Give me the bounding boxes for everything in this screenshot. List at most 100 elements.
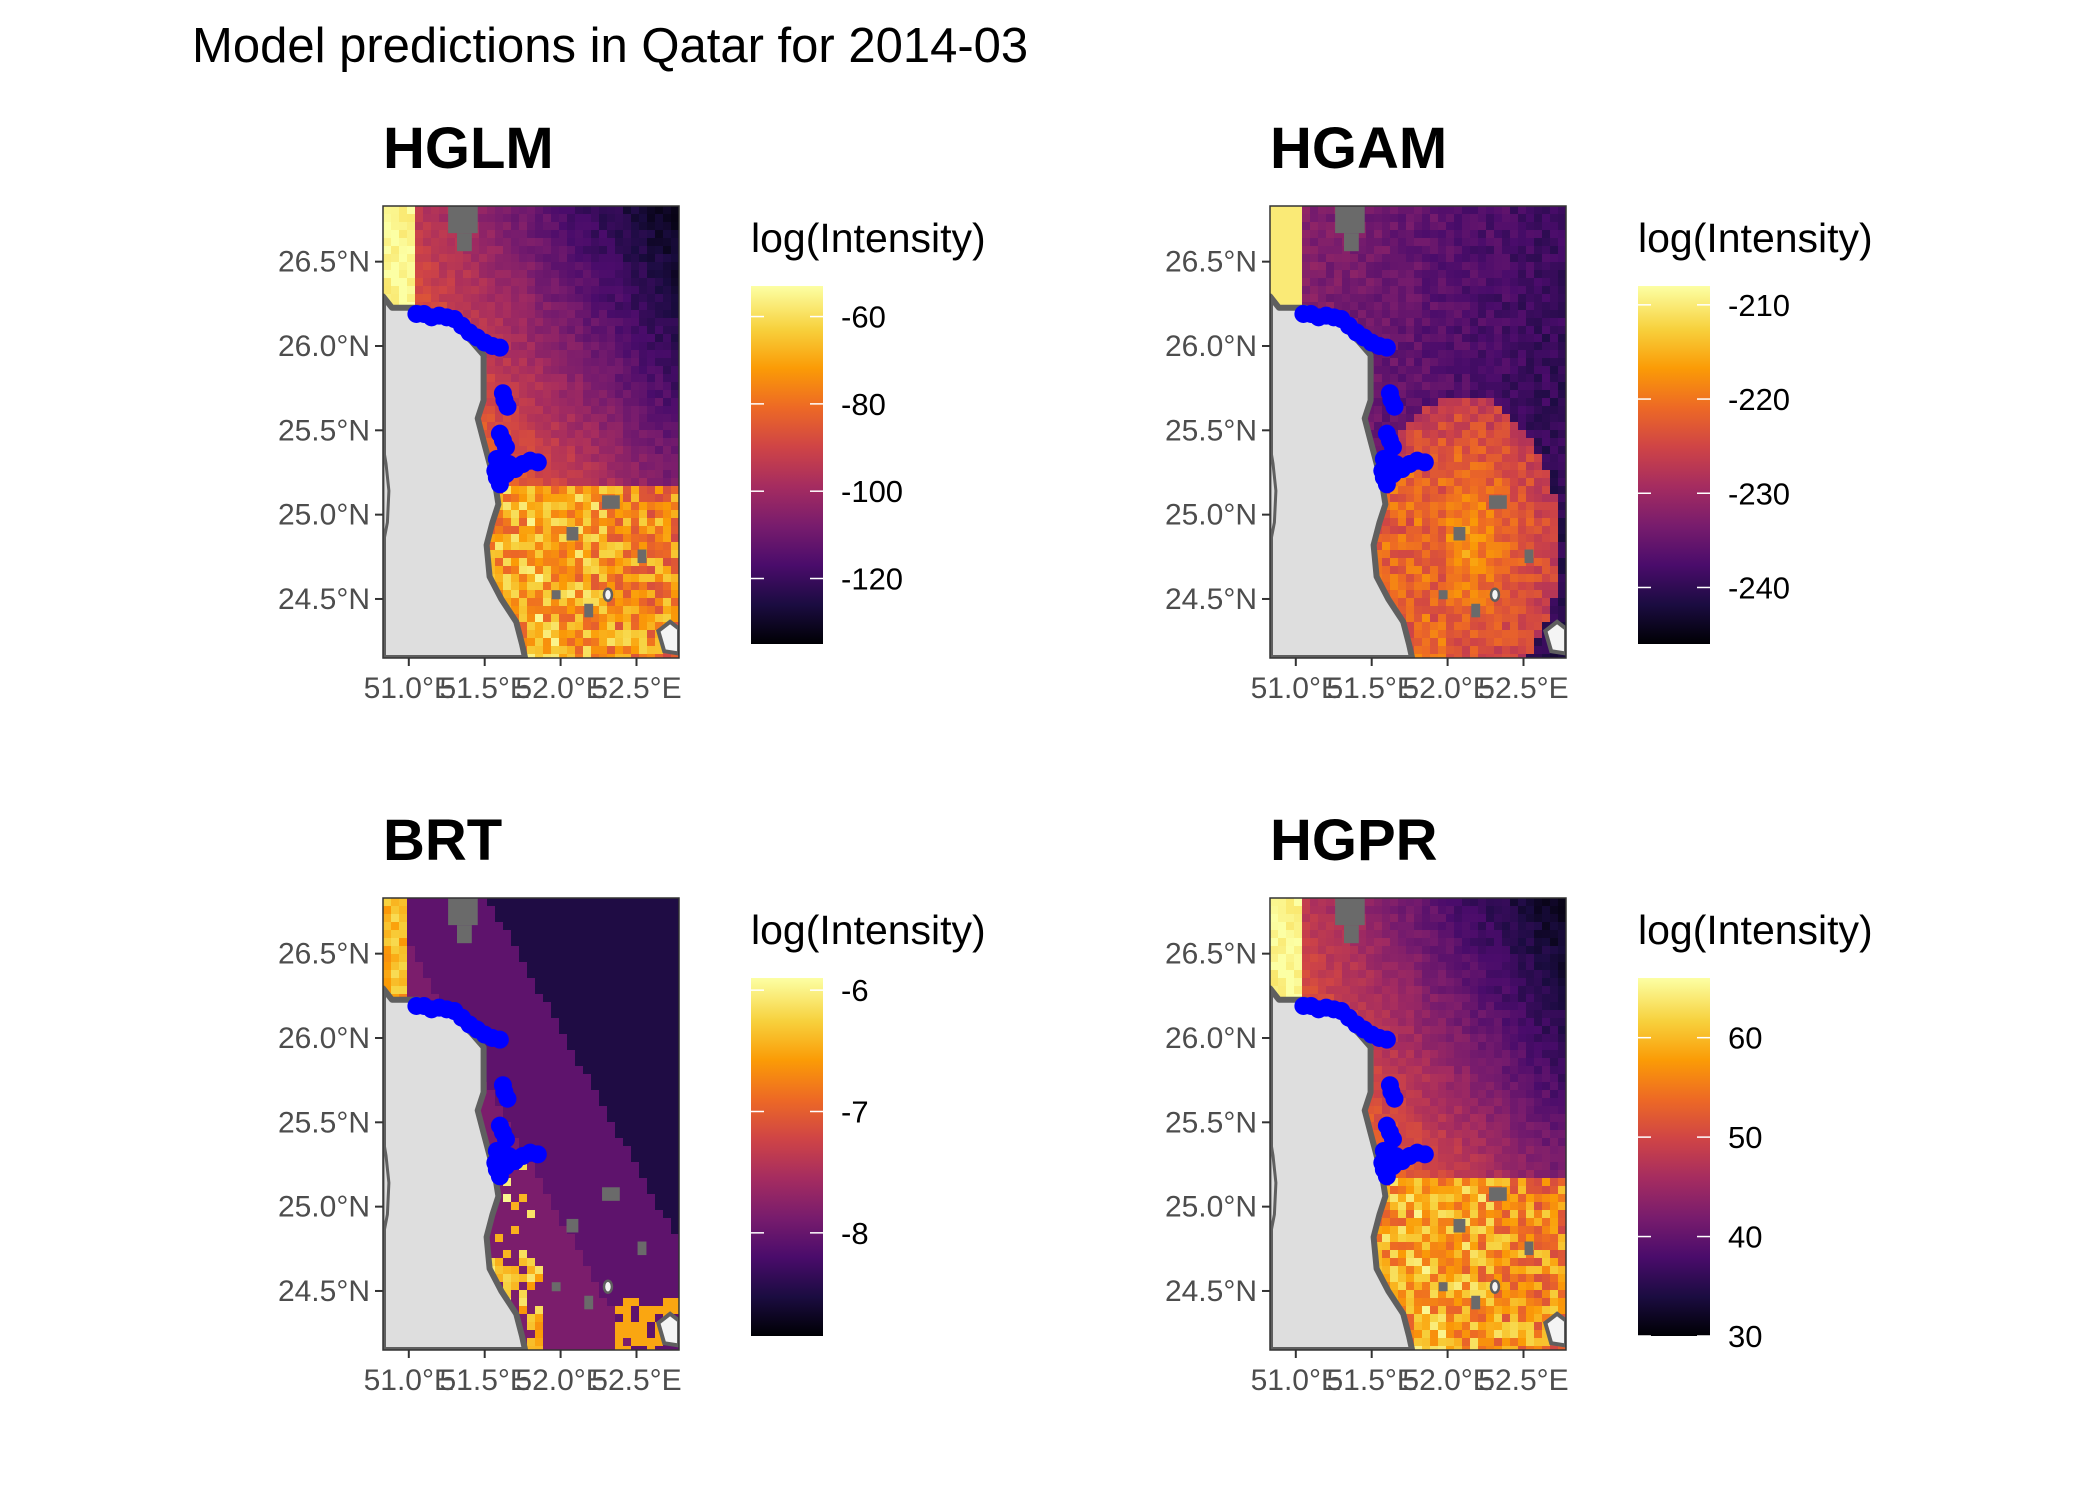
raster-cell (527, 486, 536, 495)
raster-cell (527, 302, 536, 311)
raster-cell (1374, 310, 1383, 319)
raster-cell (1470, 438, 1479, 447)
raster-cell (1286, 262, 1295, 271)
raster-cell (455, 302, 464, 311)
raster-cell (1494, 406, 1503, 415)
raster-cell (1454, 470, 1463, 479)
raster-cell (1366, 238, 1375, 247)
raster-cell (1438, 654, 1447, 658)
raster-cell (1542, 246, 1551, 255)
raster-cell (639, 1010, 648, 1019)
raster-cell (1470, 550, 1479, 559)
raster-cell (431, 922, 440, 931)
raster-cell (1294, 270, 1303, 279)
raster-cell (639, 654, 648, 658)
raster-cell (1406, 518, 1415, 527)
raster-cell (655, 582, 664, 591)
raster-cell (1422, 390, 1431, 399)
raster-cell (1438, 646, 1447, 655)
raster-cell (1534, 622, 1543, 631)
raster-cell (535, 638, 544, 647)
raster-cell (1518, 542, 1527, 551)
raster-cell (591, 406, 600, 415)
raster-cell (551, 390, 560, 399)
raster-cell (1510, 310, 1519, 319)
raster-cell (479, 994, 488, 1003)
raster-cell (423, 954, 432, 963)
raster-cell (591, 534, 600, 543)
raster-cell (607, 914, 616, 923)
raster-cell (1414, 638, 1423, 647)
raster-cell (655, 398, 664, 407)
raster-cell (1438, 510, 1447, 519)
raster-cell (1414, 590, 1423, 599)
raster-cell (1486, 646, 1495, 655)
raster-cell (527, 1002, 536, 1011)
raster-cell (383, 214, 392, 223)
raster-cell (599, 238, 608, 247)
raster-cell (487, 278, 496, 287)
raster-cell (607, 1002, 616, 1011)
raster-cell (575, 542, 584, 551)
raster-cell (599, 278, 608, 287)
raster-cell (535, 898, 544, 907)
raster-cell (1414, 470, 1423, 479)
raster-cell (1422, 422, 1431, 431)
raster-cell (1406, 374, 1415, 383)
raster-cell (543, 630, 552, 639)
raster-cell (551, 470, 560, 479)
raster-cell (1542, 374, 1551, 383)
raster-cell (423, 270, 432, 279)
raster-cell (1422, 582, 1431, 591)
raster-cell (559, 478, 568, 487)
raster-cell (1494, 254, 1503, 263)
raster-cell (559, 954, 568, 963)
raster-cell (647, 550, 656, 559)
raster-cell (527, 502, 536, 511)
raster-cell (519, 422, 528, 431)
raster-cell (1550, 606, 1559, 615)
raster-cell (495, 318, 504, 327)
raster-cell (1398, 294, 1407, 303)
raster-cell (1478, 398, 1487, 407)
raster-cell (439, 206, 448, 215)
raster-cell (511, 938, 520, 947)
raster-cell (1414, 622, 1423, 631)
raster-cell (1454, 590, 1463, 599)
raster-cell (1510, 566, 1519, 575)
raster-cell (503, 238, 512, 247)
legend-tick-label: -210 (1728, 288, 1790, 323)
raster-cell (615, 518, 624, 527)
raster-cell (559, 454, 568, 463)
raster-cell (543, 898, 552, 907)
raster-cell (1510, 630, 1519, 639)
raster-cell (1534, 246, 1543, 255)
raster-cell (647, 582, 656, 591)
raster-cell (567, 994, 576, 1003)
raster-cell (1510, 430, 1519, 439)
raster-cell (495, 962, 504, 971)
raster-cell (383, 222, 392, 231)
raster-cell (639, 486, 648, 495)
raster-cell (471, 938, 480, 947)
raster-cell (639, 622, 648, 631)
raster-cell (511, 326, 520, 335)
raster-cell (1366, 422, 1375, 431)
raster-cell (1422, 246, 1431, 255)
raster-cell (1470, 614, 1479, 623)
raster-cell (1374, 326, 1383, 335)
raster-cell (1510, 374, 1519, 383)
raster-cell (671, 1018, 679, 1027)
raster-cell (551, 430, 560, 439)
raster-cell (1502, 462, 1511, 471)
raster-cell (1414, 582, 1423, 591)
raster-cell (583, 526, 592, 535)
raster-cell (1446, 526, 1455, 535)
raster-cell (615, 622, 624, 631)
raster-cell (1358, 246, 1367, 255)
raster-cell (1494, 622, 1503, 631)
raster-cell (655, 938, 664, 947)
raster-cell (1470, 630, 1479, 639)
raster-cell (1534, 326, 1543, 335)
raster-cell (1494, 262, 1503, 271)
